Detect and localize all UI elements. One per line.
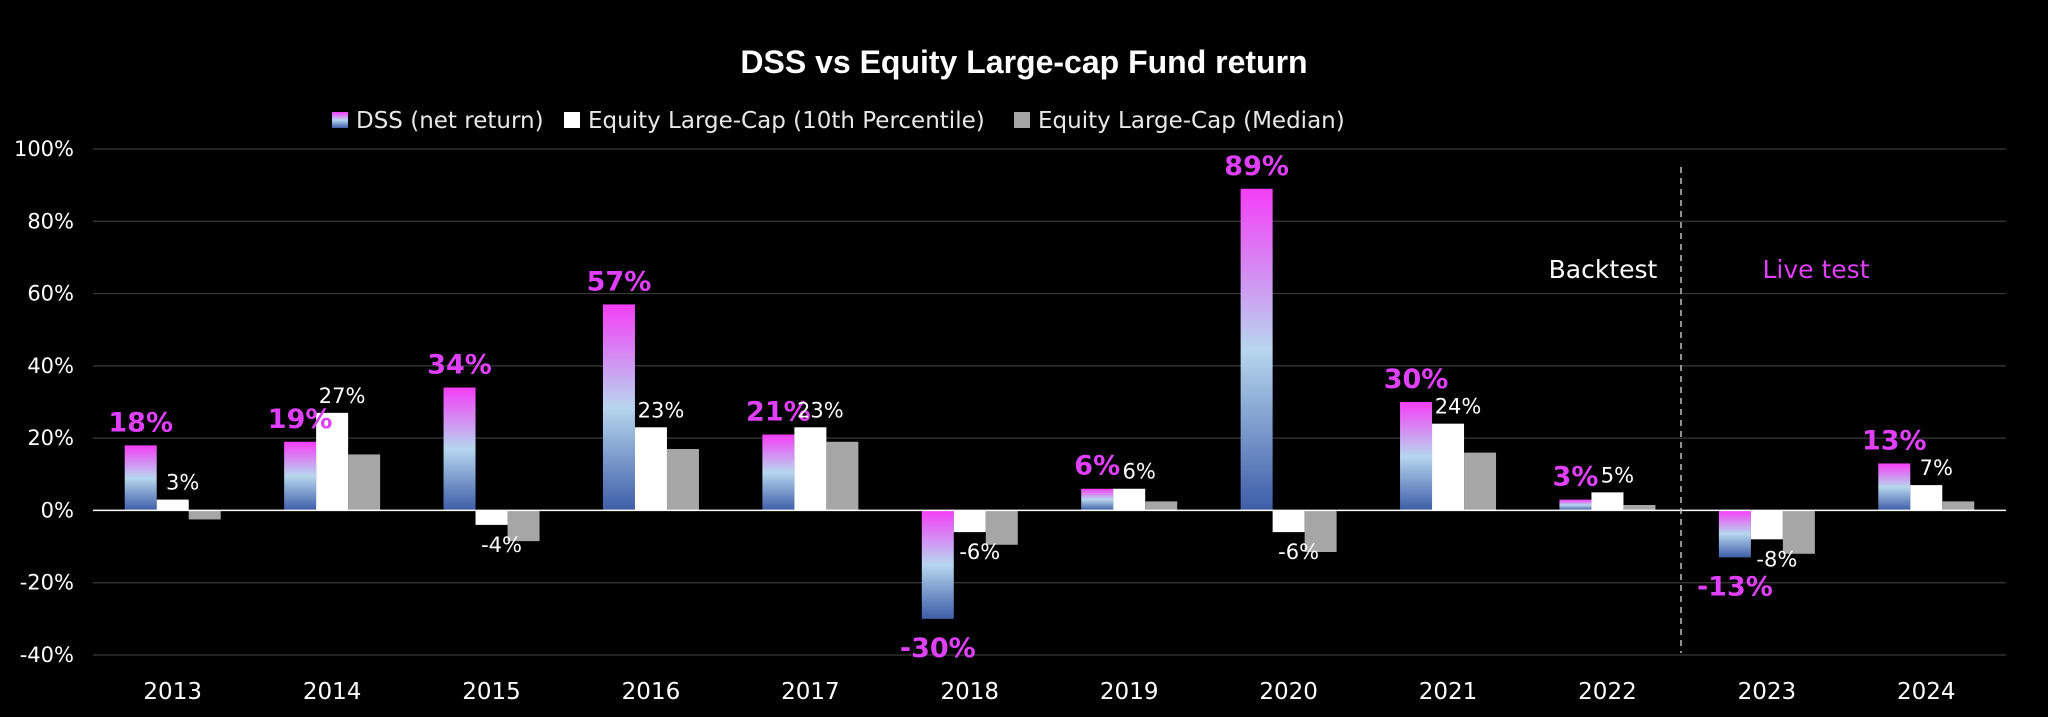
data-label-10th-percentile: 7%	[1920, 456, 1953, 480]
data-label-dss: 21%	[746, 397, 811, 428]
data-label-dss: 89%	[1224, 151, 1289, 182]
legend: DSS (net return) Equity Large-Cap (10th …	[332, 108, 1345, 134]
x-category-label: 2019	[1100, 679, 1159, 705]
bar-dss	[762, 434, 795, 511]
y-tick-label: 80%	[27, 209, 74, 233]
data-label-10th-percentile: 23%	[797, 398, 844, 422]
x-category-label: 2014	[303, 679, 362, 705]
bar-10th-percentile	[1910, 485, 1943, 511]
y-tick-label: -20%	[20, 571, 74, 595]
data-label-dss: 18%	[108, 407, 173, 438]
y-tick-label: 100%	[14, 137, 74, 161]
x-category-label: 2020	[1259, 679, 1318, 705]
y-axis-ticks: -40% -20% 0% 20% 40% 60% 80% 100%	[14, 137, 74, 667]
bar-10th-percentile	[1432, 423, 1465, 511]
gridlines	[93, 148, 2006, 656]
x-category-label: 2015	[462, 679, 521, 705]
bars	[124, 188, 1975, 619]
y-tick-label: 40%	[27, 354, 74, 378]
bar-median	[985, 510, 1018, 545]
bar-dss	[1878, 463, 1911, 511]
x-category-label: 2022	[1578, 679, 1637, 705]
bar-dss	[284, 441, 317, 511]
x-category-label: 2017	[781, 679, 840, 705]
bar-10th-percentile	[316, 412, 349, 511]
bar-10th-percentile	[634, 427, 667, 511]
data-label-10th-percentile: 5%	[1601, 463, 1634, 487]
data-label-dss: -30%	[900, 633, 976, 664]
bar-10th-percentile	[156, 499, 189, 511]
bar-dss	[1400, 402, 1433, 511]
bar-median	[826, 441, 859, 511]
bar-10th-percentile	[1272, 510, 1305, 533]
bar-dss	[602, 304, 635, 511]
x-category-label: 2024	[1897, 679, 1956, 705]
data-label-10th-percentile: 24%	[1435, 395, 1482, 419]
legend-swatch-dss	[332, 112, 348, 128]
bar-median	[188, 510, 221, 520]
data-label-dss: 6%	[1074, 451, 1120, 482]
data-label-dss: 3%	[1553, 462, 1599, 493]
x-category-label: 2023	[1738, 679, 1797, 705]
data-label-dss: 13%	[1862, 425, 1927, 456]
bar-median	[666, 448, 699, 511]
data-label-dss: -13%	[1697, 571, 1773, 602]
legend-swatch-10th-percentile	[564, 112, 580, 128]
x-category-label: 2021	[1419, 679, 1478, 705]
bar-10th-percentile	[1113, 488, 1146, 511]
data-label-10th-percentile: 23%	[638, 398, 685, 422]
data-label-10th-percentile: 6%	[1123, 460, 1156, 484]
bar-dss	[124, 445, 157, 511]
bar-median	[1464, 452, 1497, 511]
data-label-10th-percentile: 27%	[319, 384, 366, 408]
bar-10th-percentile	[1750, 510, 1783, 540]
bar-10th-percentile	[1591, 492, 1624, 511]
legend-label-dss: DSS (net return)	[356, 108, 544, 134]
bar-median	[507, 510, 540, 542]
data-label-10th-percentile: 3%	[166, 471, 199, 495]
bar-dss	[921, 510, 954, 619]
bar-median	[348, 454, 381, 511]
backtest-annotation: Backtest	[1549, 255, 1658, 284]
bar-dss	[1240, 188, 1273, 511]
chart-title: DSS vs Equity Large-cap Fund return	[740, 44, 1307, 80]
x-category-label: 2013	[143, 679, 202, 705]
bar-median	[1942, 501, 1975, 511]
y-tick-label: 60%	[27, 282, 74, 306]
legend-label-median: Equity Large-Cap (Median)	[1038, 108, 1345, 134]
bar-10th-percentile	[953, 510, 986, 533]
bar-10th-percentile	[794, 427, 827, 511]
data-label-dss: 57%	[587, 266, 652, 297]
x-category-label: 2016	[622, 679, 681, 705]
data-label-dss: 30%	[1384, 364, 1449, 395]
legend-swatch-median	[1014, 112, 1030, 128]
data-label-10th-percentile: -8%	[1756, 547, 1797, 571]
data-label-dss: 34%	[427, 350, 492, 381]
bar-10th-percentile	[475, 510, 508, 525]
data-label-10th-percentile: -6%	[959, 540, 1000, 564]
y-tick-label: 0%	[41, 498, 74, 522]
bar-median	[1304, 510, 1337, 552]
bar-median	[1145, 501, 1178, 511]
bar-dss	[1559, 499, 1592, 511]
bar-dss	[1081, 488, 1114, 511]
bar-median	[1782, 510, 1815, 554]
legend-label-10th-percentile: Equity Large-Cap (10th Percentile)	[588, 108, 985, 134]
bar-dss	[443, 387, 476, 511]
bar-median	[1623, 505, 1656, 511]
y-tick-label: 20%	[27, 426, 74, 450]
x-category-label: 2018	[941, 679, 1000, 705]
data-labels: 18%3%19%27%34%-4%57%23% 21%23%-30%-6%6% 6%…	[108, 151, 1953, 664]
data-label-10th-percentile: -4%	[481, 533, 522, 557]
data-label-dss: 19%	[268, 404, 333, 435]
bar-dss	[1718, 510, 1751, 558]
y-tick-label: -40%	[20, 643, 74, 667]
data-label-10th-percentile: -6%	[1278, 540, 1319, 564]
x-axis-categories: 2013 2014 2015 2016 2017 2018 2019 2020 2021 2022…	[143, 679, 1955, 705]
live-test-annotation: Live test	[1762, 255, 1869, 284]
